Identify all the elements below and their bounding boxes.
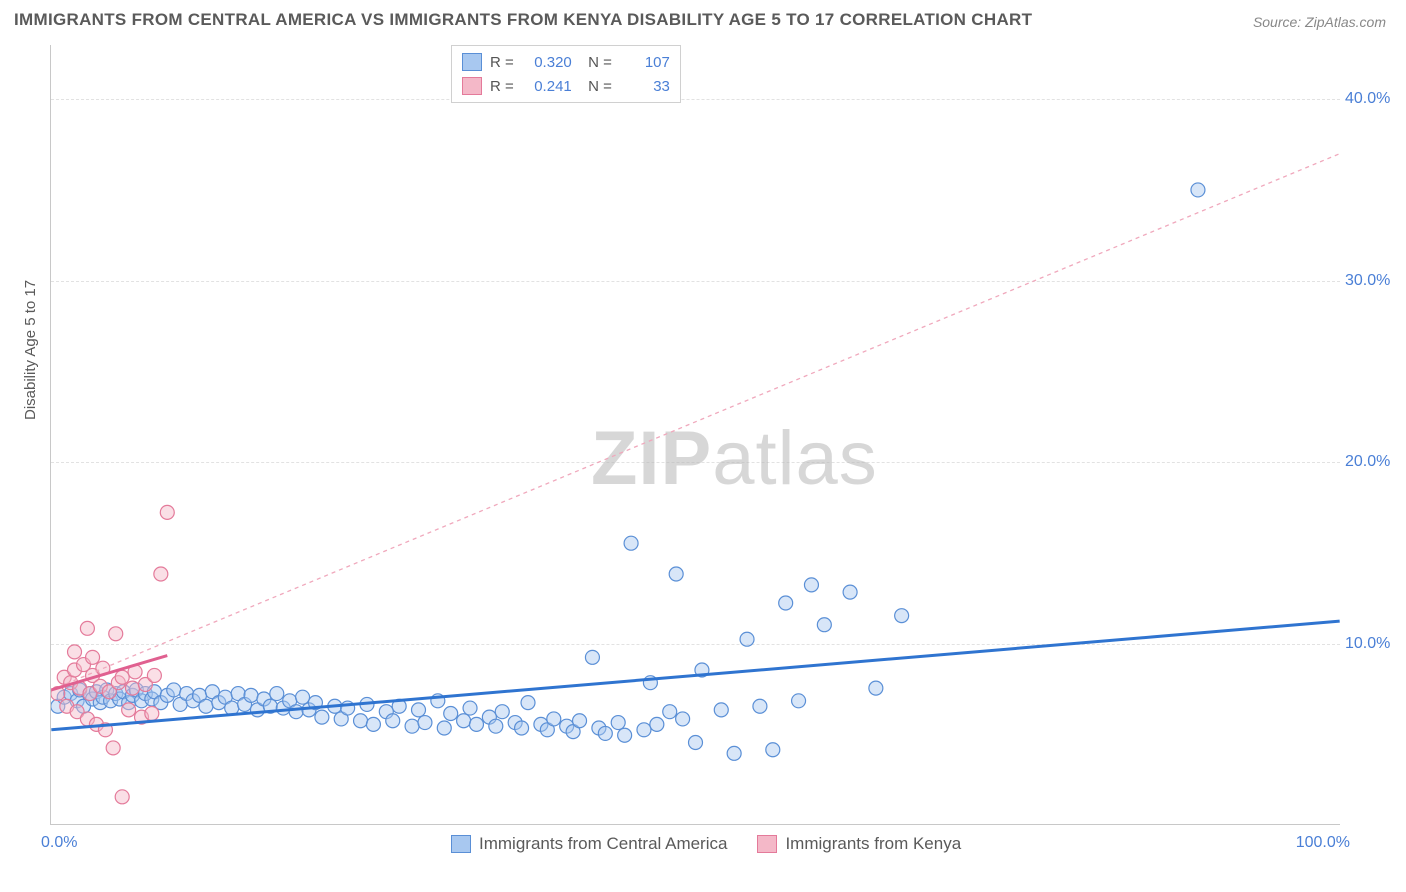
data-point — [727, 746, 741, 760]
y-tick-label: 10.0% — [1345, 635, 1400, 653]
data-point — [86, 650, 100, 664]
data-point — [122, 703, 136, 717]
data-point — [843, 585, 857, 599]
y-tick-label: 20.0% — [1345, 453, 1400, 471]
legend-swatch-icon — [451, 835, 471, 853]
data-point — [244, 688, 258, 702]
y-tick-label: 30.0% — [1345, 272, 1400, 290]
data-point — [521, 696, 535, 710]
data-point — [714, 703, 728, 717]
x-tick-label: 100.0% — [1296, 834, 1350, 852]
data-point — [689, 735, 703, 749]
data-point — [624, 536, 638, 550]
data-point — [457, 714, 471, 728]
data-point — [106, 741, 120, 755]
data-point — [469, 717, 483, 731]
data-point — [804, 578, 818, 592]
x-tick-label: 0.0% — [41, 834, 77, 852]
data-point — [515, 721, 529, 735]
y-tick-label: 40.0% — [1345, 90, 1400, 108]
trend-line — [51, 621, 1339, 730]
data-point — [126, 681, 140, 695]
legend-item-series-0: Immigrants from Central America — [451, 834, 727, 854]
data-point — [145, 706, 159, 720]
data-point — [618, 728, 632, 742]
data-point — [115, 790, 129, 804]
data-point — [463, 701, 477, 715]
data-point — [573, 714, 587, 728]
y-axis-label: Disability Age 5 to 17 — [22, 280, 39, 420]
data-point — [154, 567, 168, 581]
data-point — [611, 716, 625, 730]
plot-area: ZIPatlas R = 0.320 N = 107 R = 0.241 N =… — [50, 45, 1340, 825]
data-point — [315, 710, 329, 724]
data-point — [405, 719, 419, 733]
data-point — [167, 683, 181, 697]
data-point — [495, 705, 509, 719]
data-point — [270, 687, 284, 701]
source-attribution: Source: ZipAtlas.com — [1253, 14, 1386, 30]
legend-item-label: Immigrants from Central America — [479, 834, 727, 854]
data-point — [296, 690, 310, 704]
data-point — [444, 706, 458, 720]
data-point — [650, 717, 664, 731]
data-point — [437, 721, 451, 735]
data-point — [676, 712, 690, 726]
data-point — [1191, 183, 1205, 197]
data-point — [766, 743, 780, 757]
data-point — [354, 714, 368, 728]
data-point — [109, 627, 123, 641]
data-point — [669, 567, 683, 581]
data-point — [80, 621, 94, 635]
scatter-svg — [51, 45, 1340, 824]
data-point — [779, 596, 793, 610]
data-point — [160, 505, 174, 519]
data-point — [412, 703, 426, 717]
data-point — [869, 681, 883, 695]
legend-item-series-1: Immigrants from Kenya — [757, 834, 961, 854]
legend-row-series-0: R = 0.320 N = 107 — [462, 50, 670, 74]
legend-row-series-1: R = 0.241 N = 33 — [462, 74, 670, 98]
legend-swatch-icon — [462, 53, 482, 71]
data-point — [792, 694, 806, 708]
chart-title: IMMIGRANTS FROM CENTRAL AMERICA VS IMMIG… — [14, 10, 1032, 30]
correlation-legend: R = 0.320 N = 107 R = 0.241 N = 33 — [451, 45, 681, 103]
series-legend: Immigrants from Central America Immigran… — [451, 834, 961, 854]
data-point — [753, 699, 767, 713]
data-point — [386, 714, 400, 728]
data-point — [663, 705, 677, 719]
data-point — [147, 668, 161, 682]
data-point — [740, 632, 754, 646]
data-point — [637, 723, 651, 737]
data-point — [366, 717, 380, 731]
data-point — [585, 650, 599, 664]
data-point — [547, 712, 561, 726]
data-point — [115, 670, 129, 684]
data-point — [289, 705, 303, 719]
legend-swatch-icon — [462, 77, 482, 95]
trend-line — [51, 154, 1339, 690]
legend-swatch-icon — [757, 835, 777, 853]
data-point — [68, 645, 82, 659]
data-point — [598, 726, 612, 740]
data-point — [199, 699, 213, 713]
data-point — [489, 719, 503, 733]
legend-item-label: Immigrants from Kenya — [785, 834, 961, 854]
data-point — [817, 618, 831, 632]
data-point — [418, 716, 432, 730]
data-point — [895, 609, 909, 623]
